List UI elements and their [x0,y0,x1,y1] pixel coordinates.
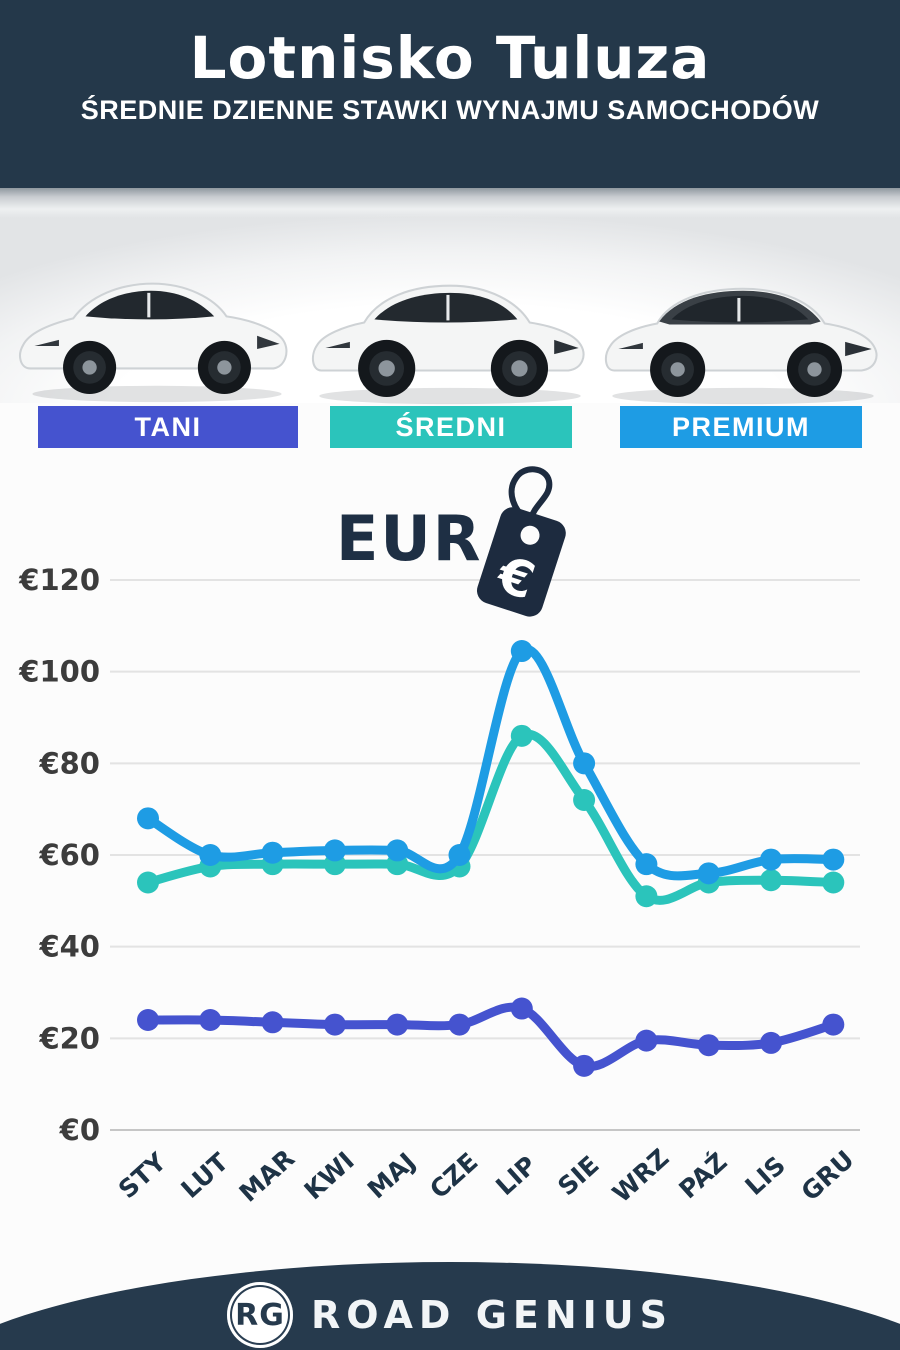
brand-name: ROAD GENIUS [310,1293,674,1337]
svg-text:€40: €40 [38,930,100,964]
svg-text:€20: €20 [38,1021,100,1055]
category-label-text: PREMIUM [672,411,810,442]
category-label-text: ŚREDNI [395,411,507,442]
svg-text:KWI: KWI [299,1146,360,1205]
svg-text:LIP: LIP [490,1150,542,1201]
svg-text:PAŹ: PAŹ [673,1147,732,1204]
header-gloss-strip [0,188,900,218]
car-image-mid [307,252,593,405]
footer-logo-row: RG ROAD GENIUS [0,1280,900,1350]
svg-text:€60: €60 [38,838,100,872]
svg-text:€100: €100 [18,655,100,689]
copyright-text: © 2025 Road Genius [740,1330,900,1347]
category-label-mid: ŚREDNI [330,406,572,448]
currency-block: EUR € [0,460,900,625]
svg-text:MAJ: MAJ [362,1147,421,1204]
car-image-cheap [14,252,300,405]
price-tag-icon: € [476,466,566,617]
page-subtitle: ŚREDNIE DZIENNE STAWKI WYNAJMU SAMOCHODÓ… [80,94,820,125]
svg-text:SIE: SIE [552,1150,604,1201]
svg-text:WRZ: WRZ [607,1143,675,1208]
svg-text:MAR: MAR [234,1144,301,1208]
category-label-text: TANI [134,411,202,442]
svg-text:CZE: CZE [424,1147,483,1204]
svg-text:STY: STY [113,1147,173,1205]
logo-initials: RG [235,1297,285,1333]
category-label-premium: PREMIUM [620,406,862,448]
category-label-cheap: TANI [38,406,298,448]
road-genius-logo-icon: RG [226,1282,293,1348]
svg-text:LUT: LUT [175,1147,233,1204]
page-title: Lotnisko Tuluza [189,24,711,92]
luxury-suv-car-icon [604,287,878,404]
suv-coupe-car-icon [311,284,585,404]
car-image-premium [600,252,886,405]
currency-label: EUR [336,502,483,575]
svg-text:€120: €120 [18,563,100,597]
svg-text:GRU: GRU [796,1145,860,1207]
header: Lotnisko Tuluza ŚREDNIE DZIENNE STAWKI W… [0,0,900,188]
cars-row [0,215,900,405]
svg-text:€0: €0 [59,1113,100,1147]
hatchback-car-icon [19,282,288,402]
svg-text:€80: €80 [38,746,100,780]
svg-text:LIS: LIS [740,1150,792,1200]
